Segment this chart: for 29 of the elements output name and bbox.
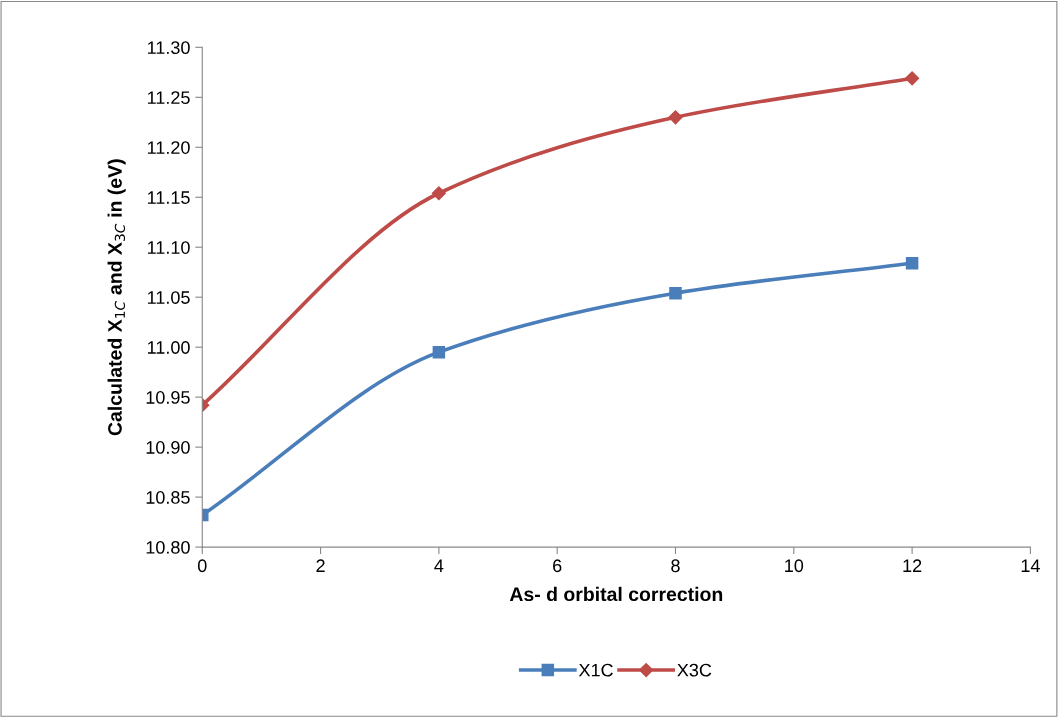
y-tick-label: 11.10 xyxy=(147,241,190,254)
x-tick-label: 10 xyxy=(785,559,804,573)
y-tick-label: 10.85 xyxy=(146,491,190,504)
x-axis-title: As- d orbital correction xyxy=(509,586,723,602)
y-tick-label: 11.15 xyxy=(147,191,190,204)
x-tick-label: 14 xyxy=(1021,559,1040,572)
x-tick-label: 8 xyxy=(671,559,680,573)
point xyxy=(431,186,446,201)
point xyxy=(668,110,683,125)
point xyxy=(905,256,919,270)
y-tick-label: 11.00 xyxy=(147,341,190,354)
x-tick-label: 0 xyxy=(197,559,207,573)
point xyxy=(669,286,682,300)
point xyxy=(432,345,446,359)
y-tick-label: 10.95 xyxy=(146,391,190,404)
y-tick-label: 11.30 xyxy=(147,41,190,55)
x-tick-label: 2 xyxy=(316,559,325,572)
x-tick-label: 12 xyxy=(903,559,922,572)
y-tick-label: 11.05 xyxy=(147,291,190,304)
y-tick-label: 11.20 xyxy=(147,141,190,154)
y-tick-label: 10.90 xyxy=(146,441,190,454)
point xyxy=(905,71,920,86)
legend-label: X1C xyxy=(578,663,613,677)
y-tick-label: 10.80 xyxy=(146,541,190,554)
x-tick-label: 6 xyxy=(553,559,562,573)
y-tick-label: 11.25 xyxy=(147,91,190,105)
x-tick-label: 4 xyxy=(434,559,444,572)
y-axis-title: Calculated X$_{1C}$ and X$_{3C}$ in (eV) xyxy=(107,159,126,436)
legend-label: X3C xyxy=(677,663,712,677)
